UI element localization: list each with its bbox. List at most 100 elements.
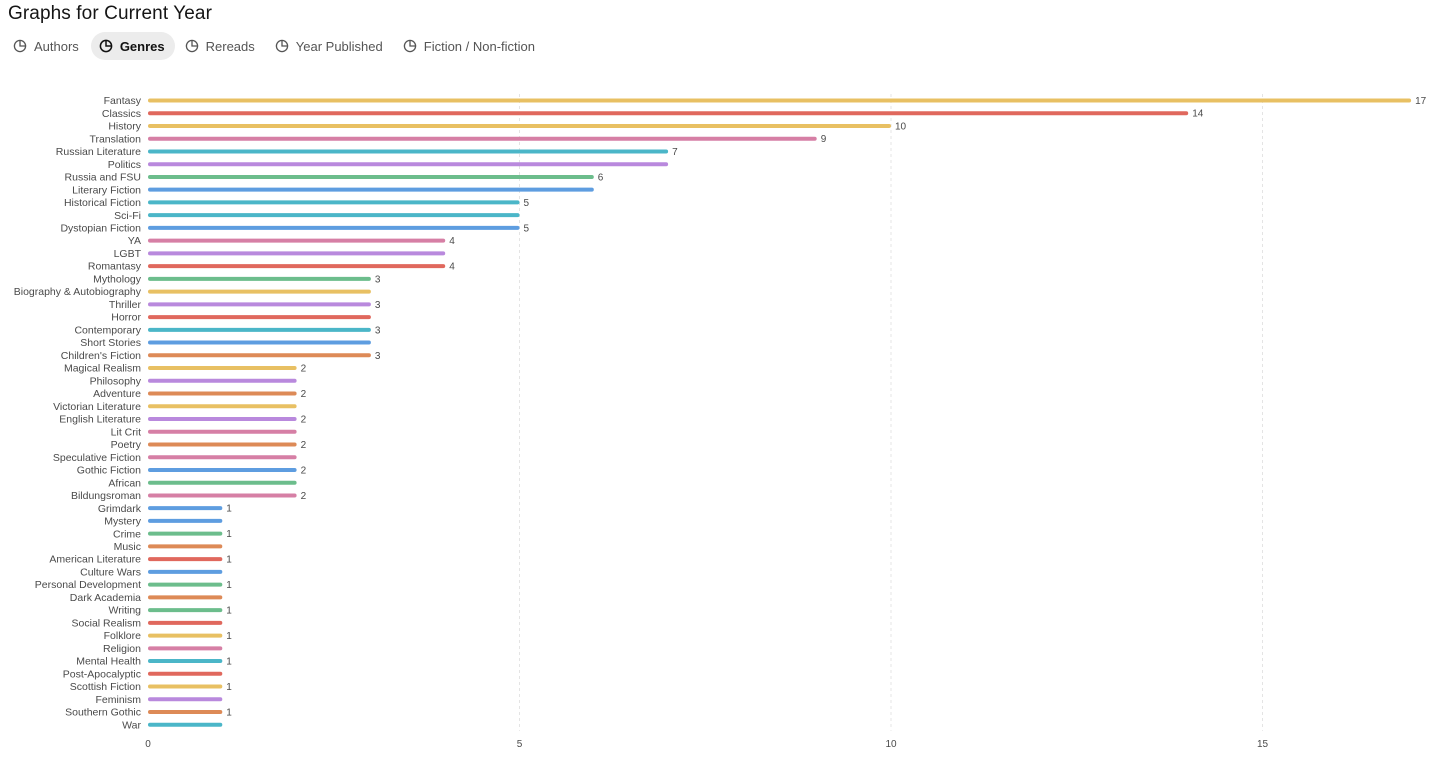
bar: [148, 455, 297, 460]
category-label: Sci-Fi: [114, 210, 141, 222]
bar: [148, 429, 297, 434]
value-label: 4: [449, 262, 455, 273]
tab-authors[interactable]: Authors: [5, 32, 89, 60]
category-label: Gothic Fiction: [77, 465, 141, 477]
category-label: LGBT: [114, 248, 142, 260]
pie-chart-icon: [13, 39, 27, 53]
pie-chart-icon: [99, 39, 113, 53]
category-label: Southern Gothic: [65, 707, 141, 719]
bar: [148, 302, 371, 307]
value-label: 1: [226, 555, 232, 566]
bar: [148, 353, 371, 358]
value-label: 5: [524, 198, 530, 209]
value-label: 1: [226, 580, 232, 591]
category-label: Contemporary: [74, 324, 141, 336]
tab-rereads[interactable]: Rereads: [177, 32, 265, 60]
category-label: Folklore: [104, 630, 142, 642]
value-label: 2: [301, 364, 307, 375]
category-label: Feminism: [95, 694, 141, 706]
category-label: Culture Wars: [80, 566, 141, 578]
bar: [148, 557, 223, 562]
category-label: Writing: [109, 605, 142, 617]
bar: [148, 225, 520, 230]
value-label: 17: [1415, 96, 1427, 107]
category-label: Biography & Autobiography: [14, 286, 142, 298]
pie-chart-icon: [403, 39, 417, 53]
value-label: 1: [226, 657, 232, 668]
tab-fiction-non-fiction[interactable]: Fiction / Non-fiction: [395, 32, 545, 60]
category-label: Post-Apocalyptic: [63, 668, 141, 680]
category-label: Speculative Fiction: [53, 452, 141, 464]
category-label: Romantasy: [88, 261, 142, 273]
category-label: Personal Development: [35, 579, 141, 591]
value-label: 9: [821, 134, 827, 145]
page-title: Graphs for Current Year: [8, 3, 213, 24]
x-tick-label: 0: [145, 739, 151, 750]
x-tick-label: 5: [517, 739, 523, 750]
tab-year-published[interactable]: Year Published: [267, 32, 393, 60]
category-label: Fantasy: [104, 95, 142, 107]
category-label: Russian Literature: [56, 146, 141, 158]
bar: [148, 98, 1412, 103]
category-label: Victorian Literature: [53, 401, 141, 413]
tab-genres[interactable]: Genres: [90, 32, 175, 60]
category-label: Adventure: [93, 388, 141, 400]
bar: [148, 467, 297, 472]
bar: [148, 493, 297, 498]
category-label: Translation: [89, 133, 141, 145]
category-label: Classics: [102, 108, 141, 120]
value-label: 1: [226, 606, 232, 617]
bar: [148, 518, 223, 523]
bar: [148, 671, 223, 676]
value-label: 1: [226, 504, 232, 515]
category-label: Dark Academia: [70, 592, 141, 604]
category-label: Religion: [103, 643, 141, 655]
bar: [148, 595, 223, 600]
tab-authors-label: Authors: [34, 38, 79, 54]
value-label: 2: [301, 440, 307, 451]
category-label: Scottish Fiction: [70, 681, 141, 693]
category-label: Poetry: [111, 439, 142, 451]
value-label: 7: [672, 147, 678, 158]
value-label: 3: [375, 300, 381, 311]
bar: [148, 544, 223, 549]
bar: [148, 531, 223, 536]
category-label: African: [108, 477, 141, 489]
bar: [148, 187, 594, 192]
bar: [148, 136, 817, 141]
category-label: Grimdark: [98, 503, 142, 515]
pie-chart-icon: [275, 39, 289, 53]
bar: [148, 123, 891, 128]
bar: [148, 340, 371, 345]
category-label: Thriller: [109, 299, 142, 311]
bar: [148, 417, 297, 421]
pie-chart-icon: [185, 39, 199, 53]
bar: [148, 697, 223, 702]
bar: [148, 162, 669, 167]
category-label: Bildungsroman: [71, 490, 141, 502]
bar: [148, 378, 297, 383]
value-label: 5: [524, 223, 530, 234]
category-label: History: [108, 121, 141, 133]
bar: [148, 111, 1189, 116]
value-label: 1: [226, 708, 232, 719]
category-label: Mental Health: [76, 656, 141, 668]
value-label: 1: [226, 529, 232, 540]
category-label: Short Stories: [80, 337, 141, 349]
value-label: 2: [301, 389, 307, 400]
category-label: Russia and FSU: [65, 172, 141, 184]
bar: [148, 238, 446, 243]
value-label: 1: [226, 631, 232, 642]
bar: [148, 442, 297, 447]
bar: [148, 264, 446, 269]
bar: [148, 620, 223, 625]
x-tick-label: 10: [885, 739, 897, 750]
category-label: Philosophy: [90, 375, 142, 387]
bar: [148, 684, 223, 689]
tab-year-published-label: Year Published: [295, 38, 383, 54]
bar: [148, 391, 297, 396]
category-label: Historical Fiction: [64, 197, 141, 209]
chart-tabs: Authors Genres Rereads Year Published Fi…: [5, 32, 547, 60]
category-label: Horror: [111, 312, 141, 324]
